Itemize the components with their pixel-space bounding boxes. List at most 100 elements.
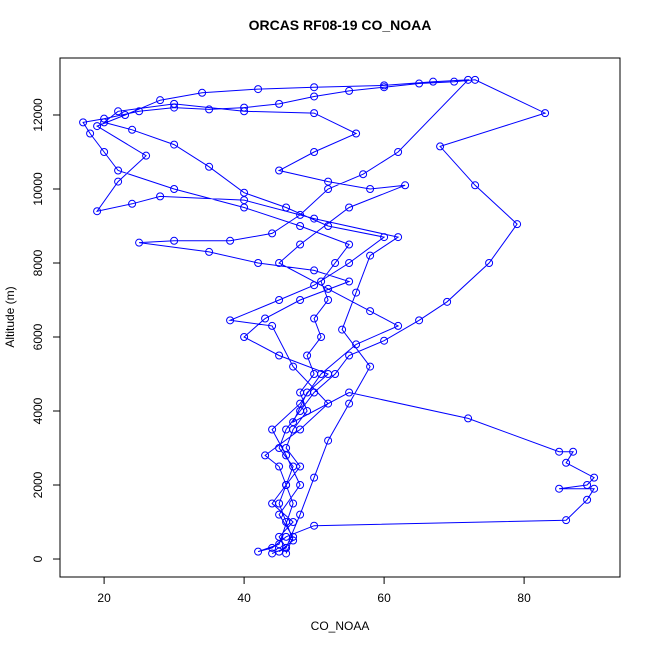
data-point: [555, 484, 564, 493]
data-point: [282, 543, 291, 552]
data-point: [394, 147, 403, 156]
data-point: [310, 92, 319, 101]
data-point: [324, 284, 333, 293]
data-point: [359, 170, 368, 179]
data-point: [310, 83, 319, 92]
data-point: [170, 140, 179, 149]
data-point: [485, 258, 494, 267]
x-tick-label: 40: [237, 591, 251, 605]
data-point: [513, 220, 522, 229]
data-point: [240, 333, 249, 342]
data-point: [310, 473, 319, 482]
data-point: [100, 114, 109, 123]
data-point: [366, 251, 375, 260]
data-point: [261, 314, 270, 323]
data-point: [226, 316, 235, 325]
data-point: [296, 210, 305, 219]
data-point: [86, 129, 95, 138]
chart-title: ORCAS RF08-19 CO_NOAA: [249, 17, 432, 33]
data-point: [562, 458, 571, 467]
data-point: [114, 177, 123, 186]
data-point: [282, 549, 291, 558]
data-point: [345, 203, 354, 212]
data-point: [296, 510, 305, 519]
data-point: [100, 147, 109, 156]
data-point: [254, 85, 263, 94]
data-point: [345, 258, 354, 267]
data-point: [583, 481, 592, 490]
data-point: [296, 221, 305, 230]
data-point: [324, 436, 333, 445]
data-point: [310, 521, 319, 530]
x-axis-label: CO_NOAA: [311, 619, 370, 633]
y-tick-label: 6000: [31, 323, 45, 350]
data-point: [93, 122, 102, 131]
data-point: [324, 221, 333, 230]
data-point: [268, 543, 277, 552]
data-point: [380, 233, 389, 242]
data-point: [261, 451, 270, 460]
data-point: [555, 447, 564, 456]
data-point: [205, 105, 214, 114]
data-point: [345, 399, 354, 408]
data-point: [345, 86, 354, 95]
data-point: [296, 425, 305, 434]
data-point: [198, 88, 207, 97]
data-point: [170, 103, 179, 112]
data-point: [170, 236, 179, 245]
data-point: [275, 540, 284, 549]
x-tick-label: 60: [377, 591, 391, 605]
data-point: [429, 77, 438, 86]
data-point: [366, 184, 375, 193]
data-point: [310, 214, 319, 223]
data-point: [275, 510, 284, 519]
data-point: [240, 103, 249, 112]
data-point: [352, 288, 361, 297]
data-point: [415, 316, 424, 325]
data-point: [114, 107, 123, 116]
data-point: [324, 399, 333, 408]
data-point: [142, 151, 151, 160]
data-point: [289, 532, 298, 541]
y-axis-label: Altitude (m): [3, 286, 17, 347]
data-point: [282, 518, 291, 527]
data-point: [317, 370, 326, 379]
data-point: [100, 118, 109, 127]
data-point: [450, 77, 459, 86]
data-point: [331, 258, 340, 267]
data-point: [366, 307, 375, 316]
data-point: [394, 321, 403, 330]
data-point: [310, 109, 319, 118]
data-point: [590, 484, 599, 493]
data-point: [352, 340, 361, 349]
data-point: [205, 247, 214, 256]
data-point: [296, 399, 305, 408]
data-point: [254, 547, 263, 556]
data-point: [303, 351, 312, 360]
data-point: [282, 203, 291, 212]
x-tick-label: 20: [97, 591, 111, 605]
data-point: [345, 351, 354, 360]
data-point: [240, 188, 249, 197]
data-point: [464, 75, 473, 84]
data-point: [590, 473, 599, 482]
data-point: [128, 199, 137, 208]
data-point: [275, 295, 284, 304]
data-point: [345, 240, 354, 249]
data-point: [303, 388, 312, 397]
data-point: [436, 142, 445, 151]
data-point: [352, 129, 361, 138]
data-point: [79, 118, 88, 127]
data-point: [275, 258, 284, 267]
data-point: [345, 277, 354, 286]
data-point: [443, 297, 452, 306]
data-point: [394, 233, 403, 242]
data-point: [289, 499, 298, 508]
data-point: [275, 166, 284, 175]
data-point: [226, 236, 235, 245]
data-point: [345, 388, 354, 397]
data-point: [380, 336, 389, 345]
data-point: [569, 447, 578, 456]
data-point: [275, 444, 284, 453]
